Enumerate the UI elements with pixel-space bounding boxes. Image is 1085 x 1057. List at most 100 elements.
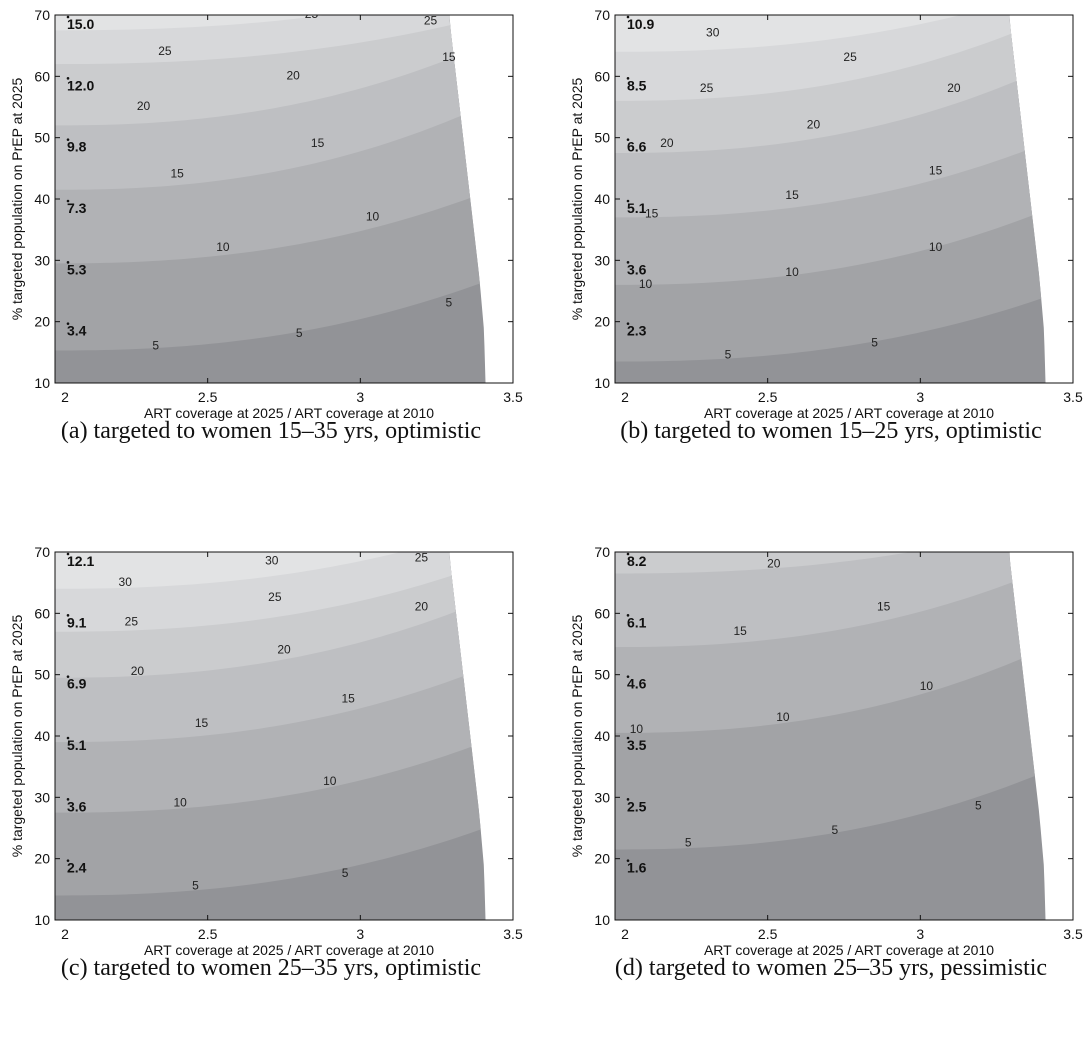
y-tick-label: 40 — [594, 191, 610, 207]
contour-label: 20 — [277, 642, 291, 656]
contour-label: 25 — [415, 550, 429, 564]
point-marker — [626, 77, 630, 80]
contour-label: 5 — [871, 335, 878, 349]
contour-label: 20 — [807, 118, 821, 132]
contour-label: 30 — [265, 553, 279, 567]
point-marker — [626, 859, 630, 862]
contour-label: 15 — [341, 691, 355, 705]
point-marker — [626, 199, 630, 203]
panel-c: 5 5 10 10 15 15 20 20 20 25 25 25 30 30 12.1 9.1 6.9 5.1 3… — [0, 537, 542, 1057]
point-marker — [626, 614, 630, 617]
point-marker — [66, 798, 70, 801]
point-value-label: 5.1 — [67, 737, 87, 753]
point-marker — [66, 199, 70, 203]
y-tick-label: 20 — [34, 314, 50, 330]
contour-label: 20 — [286, 69, 300, 83]
contour-label: 20 — [131, 664, 145, 678]
x-tick-label: 3 — [916, 926, 924, 942]
y-tick-label: 70 — [594, 544, 610, 560]
y-tick-label: 40 — [34, 728, 50, 744]
contour-label: 15 — [734, 624, 748, 638]
y-tick-label: 50 — [34, 667, 50, 683]
point-marker — [626, 675, 630, 678]
contour-label: 5 — [152, 338, 159, 352]
point-value-label: 6.9 — [67, 676, 87, 692]
point-marker — [66, 261, 70, 264]
x-axis-label: ART coverage at 2025 / ART coverage at 2… — [704, 405, 994, 421]
y-tick-label: 10 — [594, 375, 610, 391]
contour-label: 10 — [920, 679, 934, 693]
y-axis-label: % targeted population on PrEP at 2025 — [569, 77, 585, 320]
caption-b: (b) targeted to women 15–25 yrs, optimis… — [620, 418, 1042, 444]
x-tick-label: 2.5 — [758, 926, 778, 942]
contour-chart-a: 5 5 5 10 10 15 15 15 20 20 25 25 25 15.0 12.0 9.8 7.3 5.3… — [9, 7, 523, 421]
point-marker — [66, 322, 70, 325]
caption-d: (d) targeted to women 25–35 yrs, pessimi… — [614, 955, 1048, 981]
contour-label: 20 — [415, 599, 429, 613]
contour-label: 5 — [831, 823, 838, 837]
contour-label: 10 — [929, 240, 943, 254]
y-tick-label: 40 — [34, 191, 50, 207]
point-value-label: 7.3 — [67, 200, 87, 216]
contour-band-30 — [55, 552, 401, 589]
point-value-label: 10.9 — [627, 16, 654, 32]
contour-label: 25 — [700, 81, 714, 95]
x-tick-label: 3.5 — [503, 389, 523, 405]
contour-label: 5 — [725, 348, 732, 362]
y-tick-label: 70 — [34, 544, 50, 560]
contour-label: 10 — [639, 277, 653, 291]
panel-b: 5 5 10 10 10 15 15 15 20 20 20 25 25 30 30 10.9 8.5 6.6 5.… — [560, 0, 1085, 520]
contour-label: 25 — [268, 590, 282, 604]
caption-c: (c) targeted to women 25–35 yrs, optimis… — [60, 955, 482, 981]
contour-label: 10 — [216, 240, 230, 254]
x-tick-label: 2 — [61, 389, 69, 405]
contour-bands: 5 5 5 10 10 15 15 15 20 20 25 25 25 15.0 12.0 9.8 7.3 5.3… — [55, 15, 513, 383]
point-marker — [626, 552, 630, 556]
point-marker — [626, 138, 630, 141]
y-tick-label: 60 — [34, 605, 50, 621]
contour-label: 15 — [785, 188, 799, 202]
point-value-label: 8.2 — [627, 553, 647, 569]
y-tick-label: 30 — [34, 789, 50, 805]
x-tick-label: 3 — [356, 389, 364, 405]
point-value-label: 6.1 — [627, 614, 647, 630]
point-marker — [66, 859, 70, 862]
y-tick-label: 30 — [594, 789, 610, 805]
contour-label: 10 — [366, 210, 380, 224]
y-tick-label: 70 — [34, 7, 50, 23]
x-tick-label: 3 — [916, 389, 924, 405]
x-tick-label: 2 — [61, 926, 69, 942]
contour-band-15 — [615, 552, 1013, 648]
y-axis-label: % targeted population on PrEP at 2025 — [9, 77, 25, 320]
point-marker — [66, 15, 70, 19]
contour-label: 5 — [685, 836, 692, 850]
contour-label: 15 — [877, 599, 891, 613]
x-tick-label: 2 — [621, 926, 629, 942]
contour-label: 20 — [660, 136, 674, 150]
contour-label: 30 — [706, 26, 720, 40]
contour-label: 5 — [192, 878, 199, 892]
contour-chart-c: 5 5 10 10 15 15 20 20 20 25 25 25 30 30 12.1 9.1 6.9 5.1 3… — [9, 544, 523, 958]
y-tick-label: 10 — [34, 912, 50, 928]
y-axis-label: % targeted population on PrEP at 2025 — [569, 614, 585, 857]
point-value-label: 4.6 — [627, 676, 647, 692]
contour-bands: 5 5 5 10 10 10 15 15 20 8.2 6.1 4.6 3.5 2.5 1.6 — [615, 552, 1073, 920]
point-value-label: 15.0 — [67, 16, 94, 32]
y-tick-label: 50 — [594, 130, 610, 146]
y-tick-label: 20 — [594, 314, 610, 330]
contour-band-30 — [615, 15, 961, 52]
y-tick-label: 10 — [34, 375, 50, 391]
x-tick-label: 2 — [621, 389, 629, 405]
contour-label: 30 — [119, 575, 133, 589]
y-tick-label: 40 — [594, 728, 610, 744]
point-marker — [626, 261, 630, 264]
point-value-label: 12.1 — [67, 553, 94, 569]
contour-label: 20 — [137, 99, 151, 113]
point-value-label: 3.6 — [67, 798, 87, 814]
point-marker — [626, 798, 630, 801]
contour-label: 15 — [645, 207, 659, 221]
x-tick-label: 3 — [356, 926, 364, 942]
point-marker — [66, 77, 70, 80]
contour-bands: 5 5 10 10 10 15 15 15 20 20 20 25 25 30 30 10.9 8.5 6.6 5.… — [615, 15, 1073, 383]
point-marker — [66, 138, 70, 141]
